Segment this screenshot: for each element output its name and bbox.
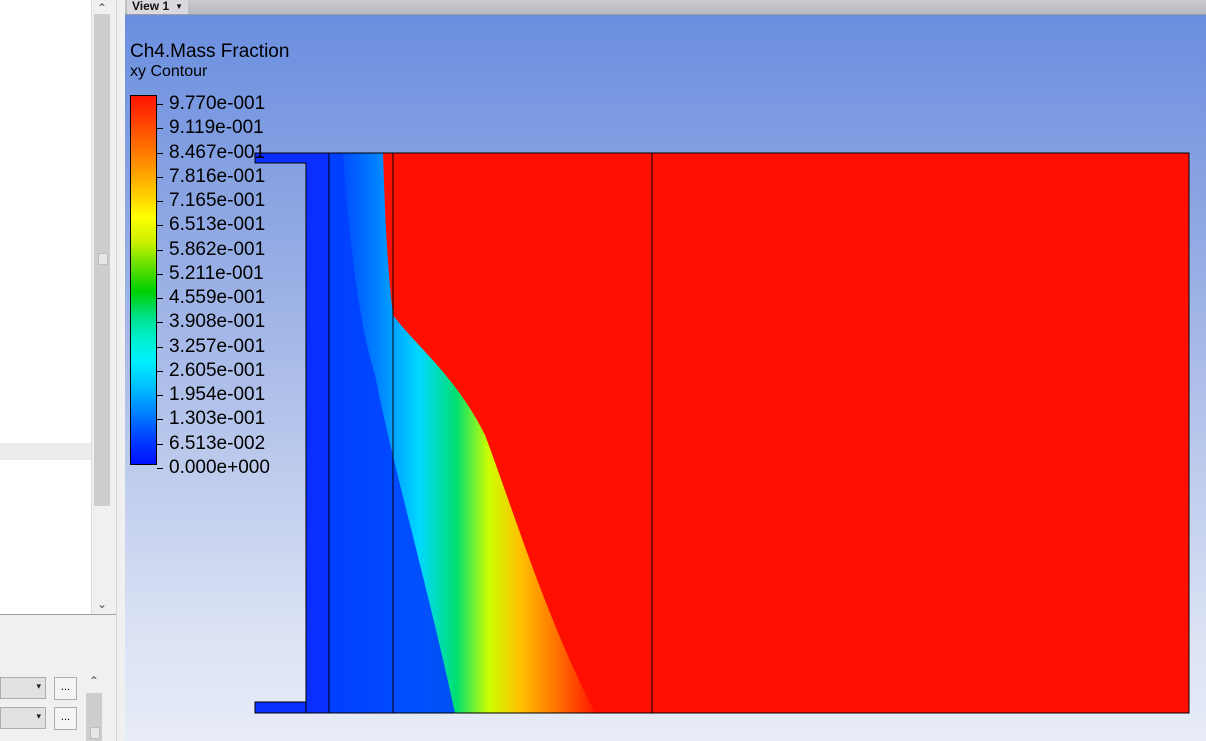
details-combo-box-2[interactable]: ▾ bbox=[0, 707, 46, 729]
legend-value-label: 2.605e-001 bbox=[169, 359, 266, 381]
legend-tick bbox=[157, 322, 163, 324]
chevron-up-icon[interactable]: ⌃ bbox=[96, 1, 108, 15]
inlet-bottom-lip bbox=[255, 702, 306, 713]
plot-subtitle: xy Contour bbox=[130, 63, 208, 80]
view-label: View 1 bbox=[132, 0, 170, 13]
legend-value-label: 6.513e-001 bbox=[169, 214, 266, 236]
details-vertical-scrollbar[interactable]: ⌃ bbox=[84, 673, 104, 741]
legend-value-label: 9.770e-001 bbox=[169, 93, 266, 114]
legend-value-label: 1.954e-001 bbox=[169, 384, 266, 405]
plot-title: Ch4.Mass Fraction bbox=[130, 41, 290, 62]
legend-tick bbox=[157, 201, 163, 202]
domain-outline bbox=[328, 152, 1190, 714]
scrollbar-grip bbox=[98, 253, 108, 265]
legend-value-label: 6.513e-002 bbox=[169, 432, 266, 454]
legend-tick bbox=[157, 370, 163, 372]
legend-value-label: 9.119e-001 bbox=[169, 117, 264, 139]
panel-divider bbox=[0, 614, 116, 615]
dropdown-arrow-icon: ▾ bbox=[36, 711, 41, 721]
inlet-outline bbox=[254, 152, 329, 164]
legend-tick bbox=[157, 443, 163, 445]
legend-value-label: 7.165e-001 bbox=[169, 190, 266, 211]
scrollbar-thumb[interactable] bbox=[94, 14, 110, 506]
panel-splitter[interactable] bbox=[116, 0, 126, 741]
inlet-channel bbox=[306, 153, 329, 713]
color-legend-bar bbox=[130, 95, 157, 465]
legend-tick bbox=[157, 346, 163, 348]
legend-tick bbox=[157, 152, 163, 154]
details-combo-box-1[interactable]: ▾ bbox=[0, 677, 46, 699]
methane-core bbox=[329, 153, 455, 713]
legend-value-label: 0.000e+000 bbox=[169, 456, 270, 478]
viewer-toolbar: View 1 ▼ bbox=[125, 0, 1206, 15]
legend-tick bbox=[157, 395, 163, 396]
render-canvas[interactable]: Ch4.Mass Fraction xy Contour 9.770e-001 9… bbox=[125, 15, 1206, 741]
dropdown-arrow-icon: ▾ bbox=[36, 681, 41, 691]
legend-value-label: 1.303e-001 bbox=[169, 408, 266, 430]
legend-tick bbox=[157, 249, 163, 251]
legend-value-label: 8.467e-001 bbox=[169, 141, 266, 163]
legend-value-label: 5.862e-001 bbox=[169, 238, 266, 260]
contour-plot bbox=[254, 152, 1190, 714]
inlet-top-lip bbox=[255, 153, 306, 163]
browse-button-1[interactable]: ... bbox=[54, 677, 77, 700]
legend-tick bbox=[157, 104, 163, 105]
legend-tick bbox=[157, 225, 163, 227]
legend-value-label: 3.257e-001 bbox=[169, 335, 266, 357]
view-selector[interactable]: View 1 ▼ bbox=[127, 0, 189, 14]
legend-value-label: 3.908e-001 bbox=[169, 311, 266, 333]
chevron-up-icon[interactable]: ⌃ bbox=[88, 674, 100, 688]
legend-tick bbox=[157, 176, 163, 178]
chevron-down-icon[interactable]: ⌄ bbox=[96, 597, 108, 611]
legend-tick bbox=[157, 467, 163, 469]
tree-selected-row[interactable] bbox=[0, 443, 91, 460]
legend-tick bbox=[157, 298, 163, 299]
browse-button-2[interactable]: ... bbox=[54, 707, 77, 730]
outline-tree[interactable] bbox=[0, 0, 91, 614]
legend-tick bbox=[157, 128, 163, 130]
legend-tick bbox=[157, 273, 163, 275]
3d-viewer[interactable]: View 1 ▼ bbox=[125, 0, 1206, 741]
legend-value-label: 5.211e-001 bbox=[169, 262, 264, 284]
legend-tick bbox=[157, 419, 163, 421]
scrollbar-grip bbox=[90, 727, 100, 739]
scrollbar-thumb[interactable] bbox=[86, 693, 102, 741]
inlet-bottom-outline bbox=[254, 701, 329, 714]
outline-vertical-scrollbar[interactable]: ⌃ ⌄ bbox=[91, 0, 112, 614]
legend-value-label: 7.816e-001 bbox=[169, 165, 266, 187]
outline-panel: ⌃ ⌄ ▾ ... ▾ ... ⌃ bbox=[0, 0, 116, 741]
dropdown-arrow-icon[interactable]: ▼ bbox=[175, 2, 184, 11]
legend-value-label: 4.559e-001 bbox=[169, 287, 266, 308]
